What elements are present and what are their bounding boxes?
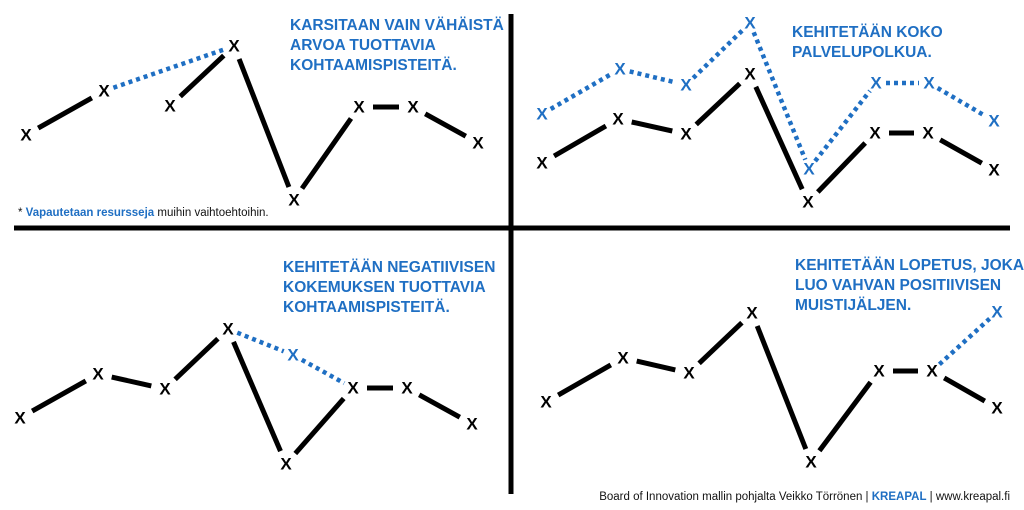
touchpoint-mark-q1: X xyxy=(164,97,176,116)
quadrant-1-footnote: * Vapautetaan resursseja muihin vaihtoeh… xyxy=(18,207,269,219)
solid-connector-q1 xyxy=(36,95,94,131)
solid-connector-q2 xyxy=(631,119,673,134)
dotted-connector-q4 xyxy=(937,317,992,366)
solid-connector-q2 xyxy=(753,85,805,191)
touchpoint-mark-q3: X xyxy=(159,380,171,399)
solid-connector-q3 xyxy=(111,374,152,389)
touchpoint-mark-q1: X xyxy=(20,126,32,145)
touchpoint-mark-q3: X xyxy=(222,320,234,339)
touchpoint-mark-q2: X xyxy=(922,124,934,143)
touchpoint-mark-q4: X xyxy=(540,393,552,412)
improved-touchpoint-mark-q2: X xyxy=(803,160,815,179)
solid-connector-q4 xyxy=(754,325,809,450)
touchpoint-marks: X X X X X X X X X X X X X X X X X X X X X X X X X X X X X X X X X X X X X X X X… xyxy=(14,14,1003,474)
solid-connector-q2 xyxy=(938,137,984,166)
touchpoint-mark-q3: X xyxy=(92,365,104,384)
touchpoint-mark-q1: X xyxy=(288,191,300,210)
improved-touchpoint-mark-q2: X xyxy=(536,105,548,124)
solid-connector-q4 xyxy=(697,320,744,366)
improved-touchpoint-mark-q4: X xyxy=(991,303,1003,322)
touchpoint-mark-q4: X xyxy=(746,304,758,323)
dotted-connector-q3 xyxy=(300,357,346,386)
touchpoint-mark-q4: X xyxy=(617,349,629,368)
touchpoint-mark-q1: X xyxy=(472,134,484,153)
quadrant-2-title: KEHITETÄÄN KOKO PALVELUPOLKUA. xyxy=(792,24,947,61)
solid-connector-q1 xyxy=(178,53,226,99)
solid-connector-q3 xyxy=(30,378,88,414)
improved-touchpoint-mark-q2: X xyxy=(870,74,882,93)
solid-connector-q3 xyxy=(293,396,346,456)
touchpoint-mark-q4: X xyxy=(926,362,938,381)
credit-line: Board of Innovation mallin pohjalta Veik… xyxy=(599,491,1010,503)
solid-connector-q1 xyxy=(423,111,468,139)
improved-touchpoint-mark-q2: X xyxy=(744,14,756,33)
touchpoint-mark-q2: X xyxy=(680,125,692,144)
touchpoint-mark-q2: X xyxy=(988,161,1000,180)
improved-touchpoint-mark-q3: X xyxy=(287,346,299,365)
touchpoint-mark-q2: X xyxy=(802,193,814,212)
dotted-connector-q2 xyxy=(936,86,987,118)
touchpoint-mark-q2: X xyxy=(744,65,756,84)
solid-connector-q1 xyxy=(299,117,354,190)
touchpoint-mark-q1: X xyxy=(407,98,419,117)
dotted-connector-q2 xyxy=(691,28,745,80)
improved-touchpoint-mark-q2: X xyxy=(988,112,1000,131)
dotted-connector-q2 xyxy=(549,72,613,111)
solid-connector-q1 xyxy=(236,58,292,188)
solid-connector-q3 xyxy=(231,340,283,453)
improved-touchpoint-mark-q2: X xyxy=(923,74,935,93)
connector-lines xyxy=(30,28,992,456)
touchpoint-mark-q3: X xyxy=(280,455,292,474)
touchpoint-mark-q4: X xyxy=(683,364,695,383)
touchpoint-mark-q1: X xyxy=(228,37,240,56)
touchpoint-mark-q3: X xyxy=(14,409,26,428)
touchpoint-mark-q3: X xyxy=(466,415,478,434)
dotted-connector-q3 xyxy=(236,330,285,354)
solid-connector-q4 xyxy=(556,362,613,398)
solid-connector-q4 xyxy=(636,358,676,373)
touchpoint-mark-q1: X xyxy=(353,98,365,117)
touchpoint-mark-q2: X xyxy=(612,110,624,129)
solid-connector-q3 xyxy=(173,336,220,382)
improved-touchpoint-mark-q2: X xyxy=(680,76,692,95)
solid-connector-q2 xyxy=(694,81,742,127)
solid-connector-q3 xyxy=(417,392,462,420)
solid-connector-q2 xyxy=(552,123,608,159)
improved-touchpoint-mark-q2: X xyxy=(614,60,626,79)
touchpoint-mark-q4: X xyxy=(991,399,1003,418)
quadrant-4-title: KEHITETÄÄN LOPETUS, JOKA LUO VAHVAN POSI… xyxy=(795,257,1024,314)
quadrant-3-title: KEHITETÄÄN NEGATIIVISEN KOKEMUKSEN TUOTT… xyxy=(283,259,500,316)
dotted-connector-q1 xyxy=(112,47,226,90)
dotted-connector-q2 xyxy=(629,69,677,85)
touchpoint-mark-q3: X xyxy=(401,379,413,398)
touchpoint-mark-q4: X xyxy=(805,453,817,472)
dotted-connector-q2 xyxy=(751,31,808,161)
touchpoint-mark-q4: X xyxy=(873,362,885,381)
solid-connector-q4 xyxy=(942,375,987,404)
solid-connector-q4 xyxy=(817,380,873,453)
touchpoint-mark-q2: X xyxy=(869,124,881,143)
dotted-connector-q2 xyxy=(813,89,872,163)
quadrant-1-title: KARSITAAN VAIN VÄHÄISTÄ ARVOA TUOTTAVIA … xyxy=(290,17,508,74)
touchpoint-mark-q1: X xyxy=(98,82,110,101)
touchpoint-mark-q3: X xyxy=(347,379,359,398)
touchpoint-mark-q2: X xyxy=(536,154,548,173)
solid-connector-q2 xyxy=(816,141,867,194)
